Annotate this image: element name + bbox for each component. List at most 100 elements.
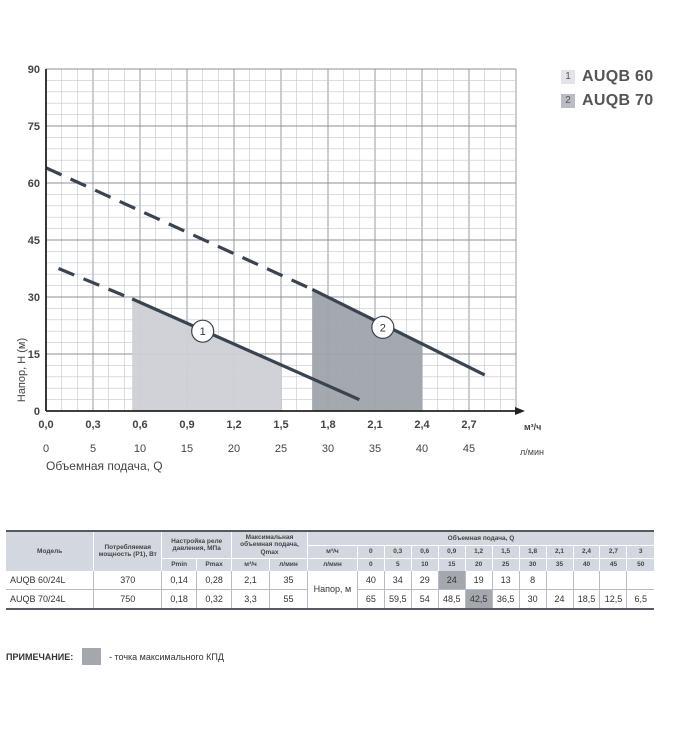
head-value bbox=[572, 570, 600, 590]
head-value: 12,5 bbox=[599, 589, 627, 610]
head-value: 6,5 bbox=[626, 589, 654, 610]
y-tick-label: 75 bbox=[28, 121, 40, 133]
head-value: 59,5 bbox=[383, 589, 412, 610]
table-row: AUQB 70/24L 750 0,18 0,32 3,3 55 65 59,5 5… bbox=[6, 589, 654, 610]
x2-tick-label: 25 bbox=[275, 443, 287, 455]
head-value: 19 bbox=[464, 570, 493, 590]
table-row: AUQB 60/24L 370 0,14 0,28 2,1 35 Напор, … bbox=[6, 570, 654, 610]
flow-lmin-value: 35 bbox=[545, 558, 573, 571]
x-tick-label: 0,9 bbox=[179, 419, 194, 431]
y-axis-title: Напор, Н (м) bbox=[16, 338, 28, 402]
flow-lmin-value: 40 bbox=[572, 558, 600, 571]
head-value: 40 bbox=[356, 570, 385, 590]
footnote: ПРИМЕЧАНИЕ: - точка максимального КПД bbox=[6, 648, 224, 665]
header-qmax: Максимальная объемная подача, Qmax bbox=[231, 530, 308, 559]
head-value: 8 bbox=[518, 570, 547, 590]
row-power: 370 bbox=[93, 570, 162, 590]
head-value: 48,5 bbox=[437, 589, 466, 610]
flow-m3h-value: 3 bbox=[626, 544, 654, 559]
header-flow: Объемная подача, Q bbox=[306, 529, 654, 546]
head-value: 24 bbox=[545, 589, 573, 610]
header-qmax-lmin: л/мин bbox=[269, 558, 308, 571]
row-pmin: 0,18 bbox=[161, 589, 197, 610]
flow-lmin-value: 20 bbox=[464, 558, 493, 571]
header-pmin: Pmin bbox=[161, 558, 197, 571]
flow-m3h-value: 1,5 bbox=[491, 544, 520, 559]
x2-axis-unit: л/мин bbox=[520, 447, 544, 457]
y-tick-label: 45 bbox=[28, 235, 40, 247]
head-value: 29 bbox=[410, 570, 439, 590]
head-value bbox=[599, 570, 627, 590]
legend-item-1: 1 AUQB 60 bbox=[561, 68, 653, 86]
flow-lmin-value: 10 bbox=[410, 558, 439, 571]
x-tick-label: 1,5 bbox=[273, 419, 288, 431]
legend-name-2: AUQB 70 bbox=[582, 92, 654, 109]
head-value: 24 bbox=[437, 570, 466, 590]
flow-m3h-row: м³/ч 0 0,3 0,6 0,9 1,2 1,5 1,8 2,1 2,4 2,7 3 bbox=[6, 544, 654, 559]
max-efficiency-swatch bbox=[82, 648, 101, 665]
flow-m3h-value: 1,2 bbox=[464, 544, 493, 559]
curve-marker-label-1: 1 bbox=[200, 326, 206, 338]
x-tick-label: 0,0 bbox=[38, 419, 53, 431]
y-tick-label: 90 bbox=[28, 64, 40, 76]
x2-tick-label: 5 bbox=[90, 443, 96, 455]
note-label: ПРИМЕЧАНИЕ: bbox=[6, 651, 74, 662]
head-value bbox=[545, 570, 573, 590]
head-value: 42,5 bbox=[464, 589, 493, 610]
head-value: 36,5 bbox=[491, 589, 520, 610]
header-qmax-m3h: м³/ч bbox=[231, 558, 270, 571]
head-value: 34 bbox=[383, 570, 412, 590]
x-axis-unit: м³/ч bbox=[524, 422, 541, 432]
x-tick-label: 2,7 bbox=[461, 419, 476, 431]
flow-m3h-value: 0 bbox=[356, 544, 385, 559]
row-model: AUQB 70/24L bbox=[6, 589, 94, 610]
row-pmax: 0,28 bbox=[196, 570, 232, 590]
curve-dashed-1 bbox=[57, 267, 133, 301]
flow-lmin-value: 5 bbox=[383, 558, 412, 571]
header-relay: Настройка реле давления, МПа bbox=[161, 530, 232, 559]
flow-lmin-row: Pmin Pmax м³/ч л/мин л/мин 0 5 10 15 20 25 30 3… bbox=[6, 558, 654, 571]
x-tick-label: 1,8 bbox=[320, 419, 335, 431]
row-pmin: 0,14 bbox=[161, 570, 197, 590]
y-tick-label: 60 bbox=[28, 178, 40, 190]
x2-tick-label: 30 bbox=[322, 443, 334, 455]
x2-tick-label: 20 bbox=[228, 443, 240, 455]
head-value: 65 bbox=[356, 589, 385, 610]
legend-item-2: 2 AUQB 70 bbox=[561, 92, 653, 110]
head-value bbox=[626, 570, 654, 590]
chart-axes bbox=[45, 69, 525, 415]
x2-tick-label: 45 bbox=[463, 443, 475, 455]
head-value: 13 bbox=[491, 570, 520, 590]
x-tick-label: 1,2 bbox=[226, 419, 241, 431]
flow-lmin-value: 50 bbox=[626, 558, 654, 571]
y-tick-label: 15 bbox=[28, 349, 40, 361]
row-model: AUQB 60/24L bbox=[6, 570, 94, 590]
header-flow-m3h: м³/ч bbox=[306, 544, 358, 559]
head-value: 18,5 bbox=[572, 589, 600, 610]
y-tick-label: 0 bbox=[34, 406, 40, 418]
flow-m3h-value: 0,3 bbox=[383, 544, 412, 559]
x2-tick-label: 40 bbox=[416, 443, 428, 455]
header-pmax: Pmax bbox=[196, 558, 232, 571]
flow-lmin-value: 30 bbox=[518, 558, 547, 571]
x-tick-label: 0,6 bbox=[132, 419, 147, 431]
row-power: 750 bbox=[93, 589, 162, 610]
flow-m3h-value: 0,6 bbox=[410, 544, 439, 559]
head-label: Напор, м bbox=[306, 570, 358, 610]
flow-lmin-value: 15 bbox=[437, 558, 466, 571]
flow-lmin-value: 45 bbox=[599, 558, 627, 571]
x-tick-label: 2,4 bbox=[414, 419, 430, 431]
legend-number-1: 1 bbox=[561, 70, 575, 84]
curve-solid-2 bbox=[311, 287, 486, 377]
head-value: 30 bbox=[518, 589, 547, 610]
x-tick-label: 2,1 bbox=[367, 419, 382, 431]
row-pmax: 0,32 bbox=[196, 589, 232, 610]
legend-name-1: AUQB 60 bbox=[582, 68, 654, 85]
row-qmax-m3h: 2,1 bbox=[231, 570, 270, 590]
curve-marker-2 bbox=[371, 315, 395, 339]
flow-lmin-value: 25 bbox=[491, 558, 520, 571]
efficiency-zone-2 bbox=[312, 289, 422, 411]
x-axis-arrow bbox=[515, 407, 525, 415]
